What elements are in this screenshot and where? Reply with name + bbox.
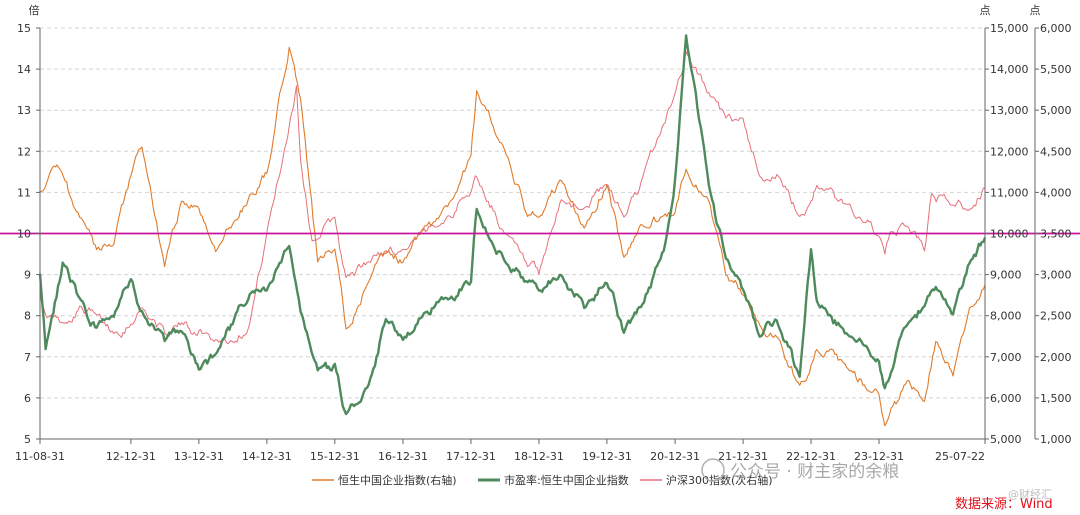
- left-tick-label: 7: [24, 351, 31, 364]
- source-label: 数据来源：Wind: [955, 497, 1053, 512]
- legend-label: 沪深300指数(次右轴): [666, 473, 773, 487]
- left-tick-label: 13: [17, 104, 31, 117]
- second-right-tick-label: 6,000: [1040, 22, 1072, 35]
- left-tick-label: 10: [17, 228, 31, 241]
- left-tick-label: 14: [17, 63, 31, 76]
- left-tick-label: 9: [24, 269, 31, 282]
- watermark-text: 公众号 · 财主家的余粮: [730, 462, 899, 482]
- left-axis-unit: 倍: [29, 3, 40, 17]
- legend: 恒生中国企业指数(右轴) 市盈率:恒生中国企业指数 沪深300指数(次右轴): [312, 473, 773, 487]
- wechat-icon: [701, 458, 725, 482]
- x-axis-ticks: 11-08-31 12-12-31 13-12-31 14-12-31 15-12-31…: [15, 439, 986, 463]
- x-tick-label: 25-07-22: [935, 450, 985, 463]
- x-tick-label: 11-08-31: [15, 450, 65, 463]
- second-right-tick-label: 1,500: [1040, 392, 1072, 405]
- right-tick-label: 10,000: [990, 228, 1029, 241]
- watermark: 公众号 · 财主家的余粮: [701, 458, 899, 482]
- second-right-axis-unit: 点: [1030, 4, 1041, 17]
- right-tick-label: 5,000: [990, 433, 1022, 446]
- second-right-tick-label: 1,000: [1040, 433, 1072, 446]
- legend-label: 市盈率:恒生中国企业指数: [504, 473, 629, 487]
- right-tick-label: 14,000: [990, 63, 1029, 76]
- second-right-tick-label: 2,000: [1040, 351, 1072, 364]
- x-tick-label: 15-12-31: [310, 450, 360, 463]
- right-tick-label: 9,000: [990, 269, 1022, 282]
- second-right-tick-label: 5,500: [1040, 63, 1072, 76]
- x-tick-label: 21-12-31: [718, 450, 768, 463]
- x-tick-label: 22-12-31: [786, 450, 836, 463]
- x-tick-label: 13-12-31: [174, 450, 224, 463]
- right-tick-label: 13,000: [990, 104, 1029, 117]
- left-tick-label: 11: [17, 186, 31, 199]
- right-tick-label: 12,000: [990, 145, 1029, 158]
- x-tick-label: 18-12-31: [514, 450, 564, 463]
- x-tick-label: 16-12-31: [378, 450, 428, 463]
- left-axis-ticks: 5 6 7 8 9 10 11 12 13 14 15: [17, 22, 40, 446]
- x-tick-label: 14-12-31: [242, 450, 292, 463]
- right-tick-label: 8,000: [990, 310, 1022, 323]
- left-tick-label: 15: [17, 22, 31, 35]
- series-line-0: [39, 46, 986, 427]
- watermark-corner: @财经汇: [1008, 487, 1052, 501]
- x-tick-label: 20-12-31: [650, 450, 700, 463]
- x-tick-label: 17-12-31: [446, 450, 496, 463]
- gridlines: [40, 27, 985, 399]
- left-tick-label: 5: [24, 433, 31, 446]
- right-tick-label: 6,000: [990, 392, 1022, 405]
- series-line-2: [39, 51, 986, 345]
- second-right-tick-label: 3,000: [1040, 269, 1072, 282]
- left-tick-label: 12: [17, 145, 31, 158]
- right-tick-label: 7,000: [990, 351, 1022, 364]
- second-right-tick-label: 2,500: [1040, 310, 1072, 323]
- left-tick-label: 8: [24, 310, 31, 323]
- x-tick-label: 19-12-31: [582, 450, 632, 463]
- right-tick-label: 11,000: [990, 186, 1029, 199]
- legend-label: 恒生中国企业指数(右轴): [338, 473, 457, 487]
- x-tick-label: 23-12-31: [854, 450, 904, 463]
- second-right-tick-label: 4,000: [1040, 186, 1072, 199]
- right-axis-ticks: 5,000 6,000 7,000 8,000 9,000 10,000 11,000 12,…: [985, 22, 1029, 446]
- x-tick-label: 12-12-31: [106, 450, 156, 463]
- second-right-tick-label: 5,000: [1040, 104, 1072, 117]
- second-right-tick-label: 4,500: [1040, 145, 1072, 158]
- right-axis-unit: 点: [980, 4, 991, 17]
- left-tick-label: 6: [24, 392, 31, 405]
- right-tick-label: 15,000: [990, 22, 1029, 35]
- series-line-1: [38, 34, 987, 416]
- second-right-axis-ticks: 1,000 1,500 2,000 2,500 3,000 3,500 4,000 4,500…: [1035, 22, 1072, 446]
- second-right-tick-label: 3,500: [1040, 228, 1072, 241]
- series-layer: [38, 34, 987, 427]
